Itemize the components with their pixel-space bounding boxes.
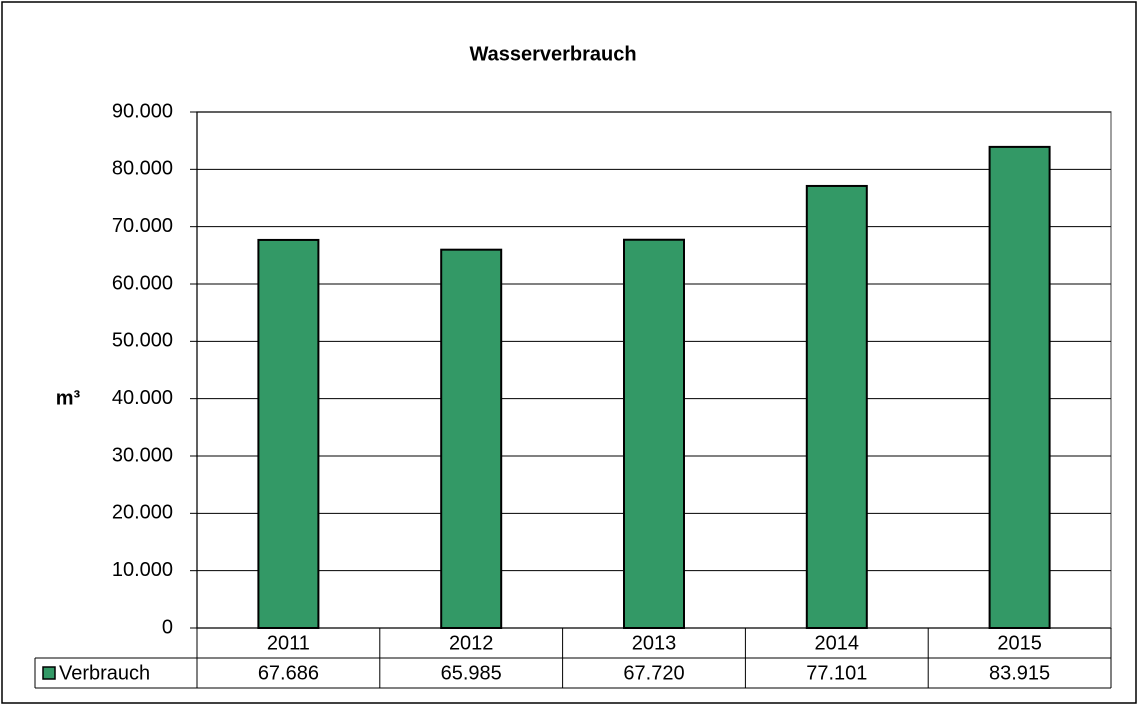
bar [623, 238, 685, 629]
x-tick-label: 2012 [449, 632, 494, 654]
y-tick-label: 20.000 [112, 502, 173, 524]
bar [257, 238, 320, 629]
x-tick-label: 2011 [267, 632, 310, 654]
y-tick-label: 10.000 [112, 559, 173, 581]
table-value: 65.985 [441, 662, 502, 684]
chart-title: Wasserverbrauch [469, 43, 636, 65]
table-value: 67.720 [623, 662, 684, 684]
y-tick-label: 30.000 [112, 444, 173, 466]
y-tick-label: 70.000 [112, 215, 173, 237]
x-tick-label: 2014 [815, 632, 860, 654]
y-tick-label: 40.000 [112, 387, 173, 409]
y-tick-label: 80.000 [112, 158, 173, 180]
y-axis-label: m³ [56, 387, 81, 409]
y-tick-label: 0 [162, 616, 173, 638]
table-value: 67.686 [258, 662, 319, 684]
y-tick-label: 60.000 [112, 272, 173, 294]
y-tick-label: 50.000 [112, 330, 173, 352]
legend-swatch [42, 666, 56, 680]
table-value: 83.915 [989, 662, 1050, 684]
x-tick-label: 2015 [997, 632, 1042, 654]
x-tick-label: 2013 [632, 632, 677, 654]
table-value: 77.101 [806, 662, 867, 684]
bar [440, 248, 503, 629]
bar [988, 145, 1051, 629]
y-tick-label: 90.000 [112, 100, 173, 122]
bar [805, 184, 868, 630]
legend-label: Verbrauch [59, 662, 150, 684]
